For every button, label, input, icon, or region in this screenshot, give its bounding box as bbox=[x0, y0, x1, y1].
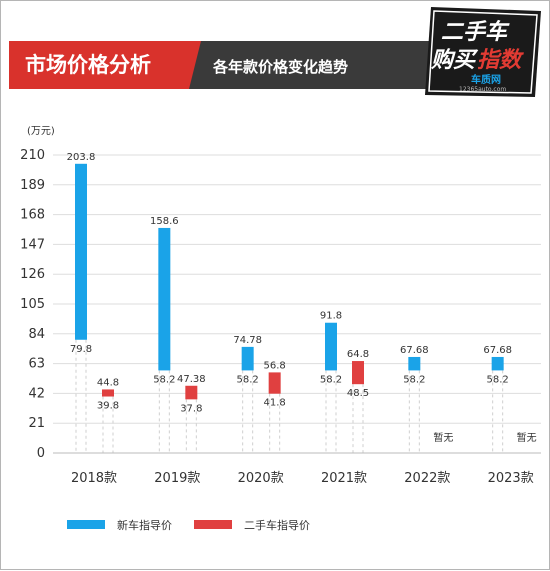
y-tick-label: 0 bbox=[37, 446, 45, 461]
bar-high-label: 203.8 bbox=[67, 152, 96, 163]
new-car-price-bar bbox=[241, 346, 254, 371]
logo-site: 车质网 bbox=[471, 73, 501, 86]
missing-label: 暂无 bbox=[433, 432, 453, 444]
logo-line2a: 购买 bbox=[430, 48, 479, 73]
y-tick-label: 126 bbox=[20, 267, 45, 282]
bar-low-label: 39.8 bbox=[97, 401, 119, 412]
bar-low-label: 41.8 bbox=[264, 398, 286, 409]
y-tick-label: 210 bbox=[20, 148, 45, 163]
used-car-price-bar bbox=[268, 372, 281, 394]
bar-low-label: 58.2 bbox=[403, 374, 425, 385]
legend-swatch-new bbox=[67, 520, 105, 529]
bar-high-label: 44.8 bbox=[97, 377, 119, 388]
bar-low-label: 58.2 bbox=[320, 374, 342, 385]
x-tick-label: 2020款 bbox=[238, 471, 284, 486]
y-ticks: 0 21 42 63 84 105 126 147 168 189 210 bbox=[20, 148, 45, 461]
legend-label-used: 二手车指导价 bbox=[244, 518, 310, 532]
y-tick-label: 147 bbox=[20, 237, 45, 252]
new-car-price-bar bbox=[75, 163, 87, 340]
bars bbox=[75, 163, 504, 400]
logo-url: 12365auto.com bbox=[459, 86, 506, 93]
used-car-price-bar bbox=[185, 385, 198, 400]
bar-high-label: 56.8 bbox=[264, 360, 286, 371]
missing-label: 暂无 bbox=[517, 432, 537, 444]
bar-low-label: 58.2 bbox=[153, 374, 175, 385]
header: 市场价格分析 各年款价格变化趋势 bbox=[9, 41, 501, 89]
logo-line1: 二手车 bbox=[441, 19, 510, 45]
index-logo: 二手车 购买 指数 车质网 12365auto.com bbox=[425, 7, 541, 97]
y-tick-label: 42 bbox=[28, 386, 45, 401]
bar-high-label: 67.68 bbox=[483, 345, 512, 356]
bar-low-label: 37.8 bbox=[180, 403, 202, 414]
logo-line2b: 指数 bbox=[477, 48, 524, 73]
new-car-price-bar bbox=[158, 227, 171, 371]
bar-low-label: 58.2 bbox=[237, 374, 259, 385]
y-tick-label: 168 bbox=[20, 208, 45, 223]
bar-high-label: 47.38 bbox=[177, 374, 206, 385]
used-car-price-bar bbox=[102, 389, 114, 397]
used-car-price-bar bbox=[352, 361, 364, 385]
logo-backdrop bbox=[425, 7, 541, 97]
y-tick-label: 105 bbox=[20, 297, 45, 312]
title-badge bbox=[9, 41, 201, 89]
y-tick-label: 189 bbox=[20, 178, 45, 193]
legend: 新车指导价 二手车指导价 bbox=[67, 518, 310, 532]
chart-subtitle: 各年款价格变化趋势 bbox=[212, 58, 348, 76]
legend-label-new: 新车指导价 bbox=[117, 518, 172, 532]
y-unit-label: (万元) bbox=[27, 126, 55, 137]
bar-high-label: 67.68 bbox=[400, 345, 429, 356]
bar-high-label: 91.8 bbox=[320, 311, 342, 322]
x-tick-label: 2019款 bbox=[154, 471, 200, 486]
x-tick-label: 2023款 bbox=[488, 471, 534, 486]
x-ticks: 2018款 2019款 2020款 2021款 2022款 2023款 bbox=[71, 471, 534, 486]
x-tick-label: 2022款 bbox=[404, 471, 450, 486]
bar-high-label: 64.8 bbox=[347, 349, 369, 360]
legend-swatch-used bbox=[194, 520, 232, 529]
y-tick-label: 84 bbox=[28, 327, 45, 342]
grid-layer bbox=[53, 154, 541, 454]
bar-low-label: 48.5 bbox=[347, 388, 369, 399]
logo-frame bbox=[428, 10, 538, 94]
new-car-price-bar bbox=[325, 322, 337, 371]
y-tick-label: 63 bbox=[28, 357, 45, 372]
bar-low-label: 79.8 bbox=[70, 344, 92, 355]
badge-title: 市场价格分析 bbox=[25, 53, 151, 77]
x-tick-label: 2018款 bbox=[71, 471, 117, 486]
bar-high-label: 74.78 bbox=[233, 335, 262, 346]
data-labels: 203.8 79.8 158.6 58.2 74.78 58.2 91.8 58.2 67.68… bbox=[67, 152, 537, 444]
bar-high-label: 158.6 bbox=[150, 216, 179, 227]
y-tick-label: 21 bbox=[28, 416, 45, 431]
bar-low-label: 58.2 bbox=[487, 374, 509, 385]
new-car-price-bar bbox=[408, 356, 421, 371]
new-car-price-bar bbox=[491, 356, 504, 371]
x-tick-label: 2021款 bbox=[321, 471, 367, 486]
